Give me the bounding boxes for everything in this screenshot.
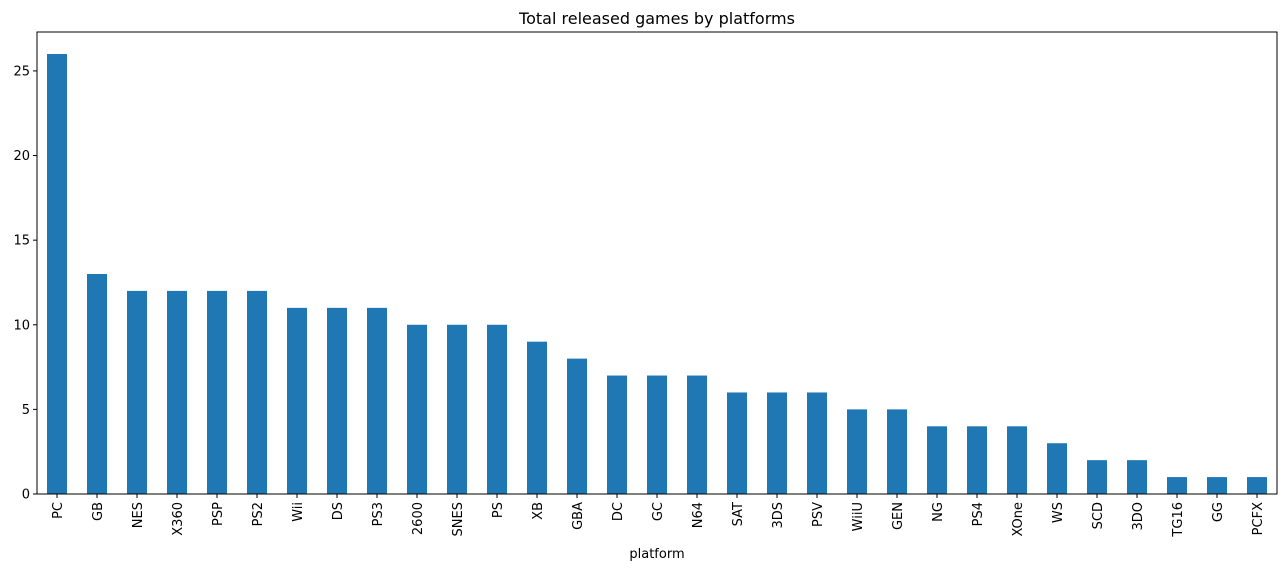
bar-gg xyxy=(1207,477,1227,494)
x-tick-label-3ds: 3DS xyxy=(771,502,786,529)
chart-title: Total released games by platforms xyxy=(518,9,795,28)
x-tick-label-wiiu: WiiU xyxy=(851,502,866,531)
x-tick-label-gg: GG xyxy=(1211,502,1226,522)
x-tick-label-n64: N64 xyxy=(691,502,706,528)
y-tick-label-5: 5 xyxy=(22,403,30,418)
bar-wii xyxy=(287,307,307,494)
bars-group xyxy=(47,54,1267,494)
bar-ps2 xyxy=(247,290,267,494)
x-tick-label-ws: WS xyxy=(1051,502,1066,523)
bar-ds xyxy=(327,307,347,494)
bar-gba xyxy=(567,358,587,494)
x-tick-label-wii: Wii xyxy=(291,502,306,522)
x-tick-label-tg16: TG16 xyxy=(1171,502,1186,538)
x-tick-label-pcfx: PCFX xyxy=(1251,502,1266,535)
y-tick-label-15: 15 xyxy=(13,234,30,249)
x-tick-label-ds: DS xyxy=(331,502,346,520)
x-tick-label-psv: PSV xyxy=(811,502,826,527)
bar-ps3 xyxy=(367,307,387,494)
x-tick-label-sat: SAT xyxy=(731,502,746,526)
bar-nes xyxy=(127,290,147,494)
bar-x360 xyxy=(167,290,187,494)
bar-gb xyxy=(87,274,107,494)
bar-ps xyxy=(487,324,507,494)
bar-pcfx xyxy=(1247,477,1267,494)
x-tick-label-3do: 3DO xyxy=(1131,502,1146,531)
y-tick-label-20: 20 xyxy=(13,149,30,164)
bar-gen xyxy=(887,409,907,494)
bar-ng xyxy=(927,426,947,494)
x-tick-label-dc: DC xyxy=(611,502,626,521)
bar-ws xyxy=(1047,443,1067,494)
x-tick-label-ps: PS xyxy=(491,502,506,518)
y-tick-label-10: 10 xyxy=(13,318,30,333)
bar-3do xyxy=(1127,460,1147,494)
x-axis-label: platform xyxy=(629,547,684,562)
bar-xb xyxy=(527,341,547,494)
y-tick-label-0: 0 xyxy=(22,488,30,503)
bar-3ds xyxy=(767,392,787,494)
bar-ps4 xyxy=(967,426,987,494)
bar-wiiu xyxy=(847,409,867,494)
x-tick-label-x360: X360 xyxy=(171,502,186,536)
x-tick-label-gen: GEN xyxy=(891,502,906,530)
y-tick-label-25: 25 xyxy=(13,64,30,79)
x-axis: PC GB NES X360 PSP PS2 Wii DS PS3 2600 SNES PS XB GBA… xyxy=(51,494,1266,538)
bar-sat xyxy=(727,392,747,494)
x-tick-label-nes: NES xyxy=(131,502,146,528)
bar-psv xyxy=(807,392,827,494)
bar-gc xyxy=(647,375,667,494)
x-tick-label-xb: XB xyxy=(531,502,546,520)
x-tick-label-gba: GBA xyxy=(571,502,586,530)
x-tick-label-xone: XOne xyxy=(1011,502,1026,537)
bar-tg16 xyxy=(1167,477,1187,494)
bar-snes xyxy=(447,324,467,494)
x-tick-label-pc: PC xyxy=(51,502,66,519)
bar-2600 xyxy=(407,324,427,494)
x-tick-label-scd: SCD xyxy=(1091,502,1106,529)
bar-xone xyxy=(1007,426,1027,494)
bar-pc xyxy=(47,54,67,494)
bar-scd xyxy=(1087,460,1107,494)
y-axis: 0 5 10 15 20 25 xyxy=(13,64,37,503)
x-tick-label-gb: GB xyxy=(91,502,106,521)
bar-psp xyxy=(207,290,227,494)
x-tick-label-ps3: PS3 xyxy=(371,502,386,526)
bar-n64 xyxy=(687,375,707,494)
x-tick-label-2600: 2600 xyxy=(411,502,426,535)
x-tick-label-gc: GC xyxy=(651,502,666,521)
x-tick-label-ps2: PS2 xyxy=(251,502,266,526)
x-tick-label-ps4: PS4 xyxy=(971,502,986,526)
bar-dc xyxy=(607,375,627,494)
plot-frame xyxy=(36,31,1278,495)
x-tick-label-ng: NG xyxy=(931,502,946,522)
x-tick-label-snes: SNES xyxy=(451,502,466,536)
x-tick-label-psp: PSP xyxy=(211,502,226,526)
